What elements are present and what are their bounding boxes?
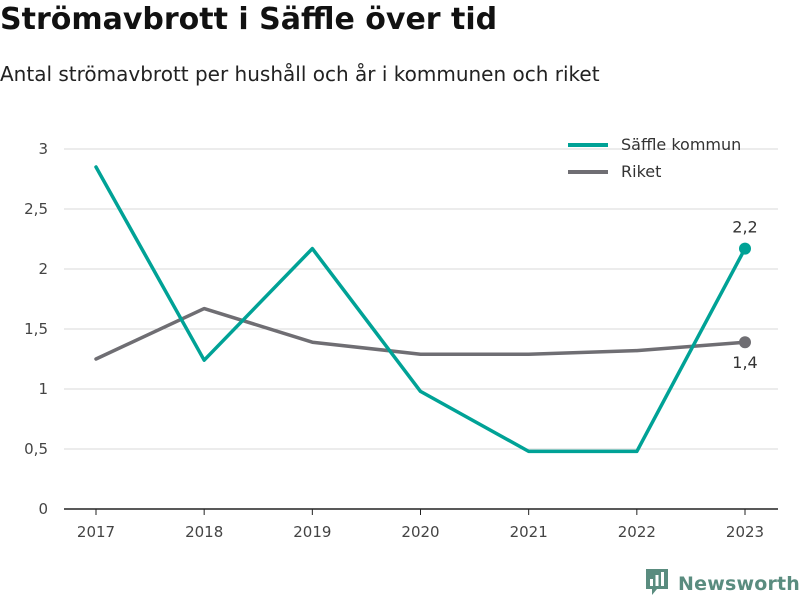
brand-name: Newsworthy — [678, 573, 800, 595]
y-tick-label: 2,5 — [24, 200, 48, 218]
x-tick-label: 2022 — [618, 523, 656, 541]
end-point-marker — [739, 336, 751, 348]
series-line-saffle — [96, 167, 745, 451]
x-tick-label: 2023 — [726, 523, 764, 541]
x-tick-label: 2018 — [185, 523, 223, 541]
brand: Newsworthy — [644, 568, 800, 600]
y-tick-label: 0,5 — [24, 440, 48, 458]
end-label-saffle: 2,2 — [732, 218, 757, 237]
legend-label: Säffle kommun — [621, 135, 741, 154]
end-point-marker — [739, 243, 751, 255]
y-tick-label: 1,5 — [24, 320, 48, 338]
y-tick-label: 2 — [38, 260, 48, 278]
legend-label: Riket — [621, 162, 661, 181]
x-tick-label: 2020 — [401, 523, 439, 541]
end-label-riket: 1,4 — [732, 353, 757, 372]
x-tick-label: 2021 — [510, 523, 548, 541]
y-tick-label: 1 — [38, 380, 48, 398]
y-tick-label: 0 — [38, 500, 48, 518]
newsworthy-logo-icon — [644, 567, 670, 601]
series-line-riket — [96, 309, 745, 359]
x-tick-label: 2019 — [293, 523, 331, 541]
x-tick-label: 2017 — [77, 523, 115, 541]
y-tick-label: 3 — [38, 140, 48, 158]
